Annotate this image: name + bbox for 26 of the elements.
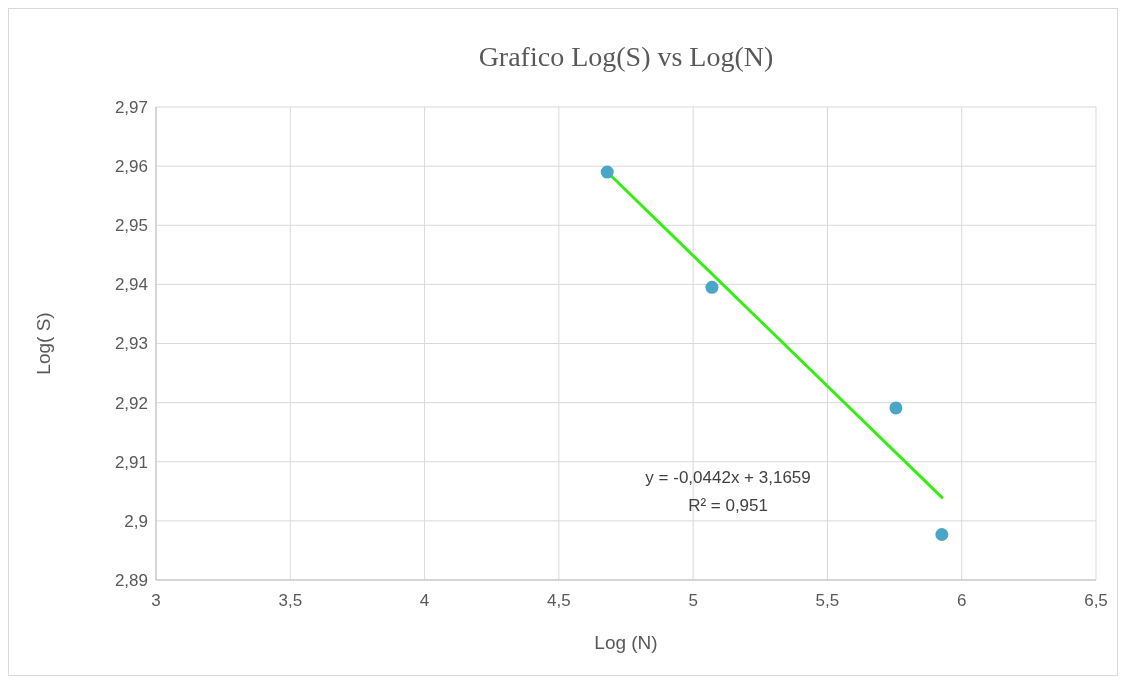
x-tick-label: 5,5 — [815, 591, 840, 610]
x-tick-label: 6 — [956, 591, 967, 610]
x-tick-label: 6,5 — [1084, 591, 1108, 610]
point — [600, 165, 614, 179]
point — [889, 401, 903, 415]
y-tick-label: 2,96 — [114, 157, 148, 177]
x-tick-label: 4 — [419, 591, 430, 610]
annotation: y = -0,0442x + 3,1659 — [645, 468, 811, 488]
point — [705, 280, 719, 294]
point — [935, 527, 949, 541]
y-tick-label: 2,95 — [114, 216, 148, 236]
x-tick-label: 4,5 — [547, 591, 571, 610]
y-tick-label: 2,91 — [114, 452, 148, 472]
y-axis-title: Log( S) — [33, 312, 54, 375]
y-tick-label: 2,92 — [114, 393, 148, 413]
y-tick-label: 2,97 — [114, 97, 148, 117]
y-tick-label: 2,93 — [114, 334, 148, 354]
chart-title: Grafico Log(S) vs Log(N) — [478, 41, 774, 72]
x-tick-label: 3 — [151, 591, 161, 610]
annotation: R² = 0,951 — [688, 496, 768, 516]
x-tick-label: 5 — [688, 591, 698, 610]
x-tick-label: 3,5 — [278, 591, 303, 610]
y-tick-label: 2,89 — [114, 570, 148, 590]
y-tick-label: 2,9 — [124, 511, 148, 531]
y-tick-label: 2,94 — [114, 275, 148, 295]
x-axis-title: Log (N) — [594, 632, 658, 653]
